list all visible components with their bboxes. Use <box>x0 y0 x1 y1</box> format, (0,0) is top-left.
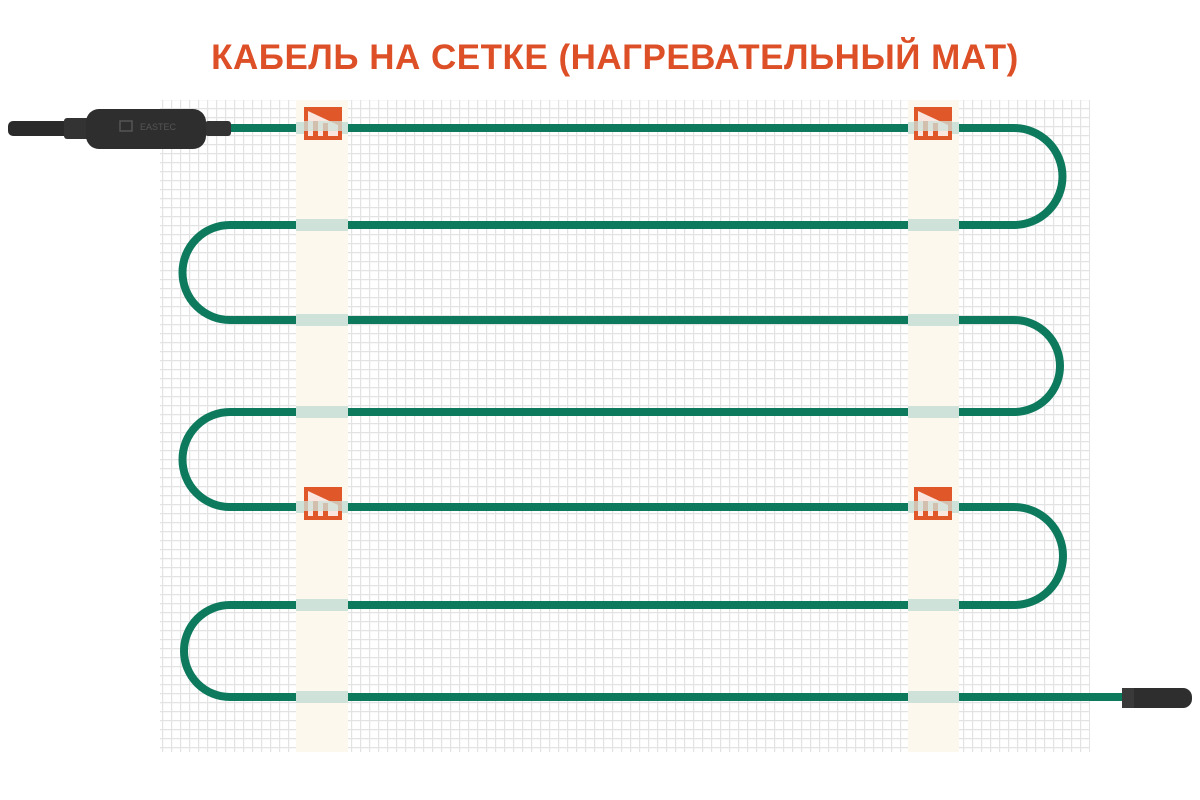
cable-clip <box>296 599 348 611</box>
cable-clip <box>908 314 959 326</box>
cable-clip <box>296 691 348 703</box>
cable-clip <box>296 314 348 326</box>
brand-label-icon <box>304 107 342 140</box>
heating-cable <box>178 124 1129 701</box>
cable-clip <box>296 219 348 231</box>
cable-clip <box>908 691 959 703</box>
diagram-title: КАБЕЛЬ НА СЕТКЕ (НАГРЕВАТЕЛЬНЫЙ МАТ) <box>211 38 1019 77</box>
cable-clip <box>908 219 959 231</box>
cable-clip <box>296 406 348 418</box>
tape-strip-left <box>296 100 348 752</box>
brand-label-icon <box>304 487 342 520</box>
coupling-brand: EASTEC <box>140 122 177 132</box>
cable-clip <box>908 599 959 611</box>
coupling-icon: EASTEC <box>8 109 231 149</box>
tape-strip-right <box>908 100 959 752</box>
brand-label-icon <box>914 107 952 140</box>
cable-clip <box>908 406 959 418</box>
brand-labels <box>304 107 952 520</box>
brand-label-icon <box>914 487 952 520</box>
end-cap-icon <box>1122 688 1192 708</box>
